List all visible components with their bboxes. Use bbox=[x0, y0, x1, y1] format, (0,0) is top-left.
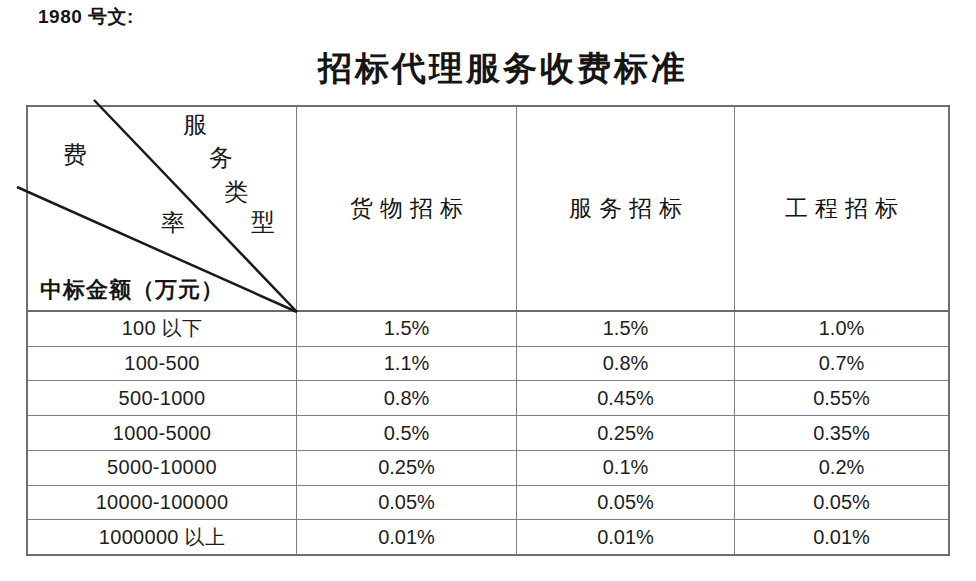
service-type-char: 类 bbox=[224, 180, 248, 204]
fee-value: 0.45% bbox=[517, 381, 735, 415]
fee-value: 0.25% bbox=[297, 451, 517, 485]
column-header-engineering: 工程招标 bbox=[735, 107, 948, 310]
table-row: 500-1000 0.8% 0.45% 0.55% bbox=[28, 381, 948, 416]
fee-value: 0.05% bbox=[517, 486, 735, 520]
doc-number-label: 1980 号文: bbox=[38, 4, 134, 30]
fee-value: 0.01% bbox=[517, 520, 735, 554]
fee-value: 1.0% bbox=[735, 312, 948, 346]
fee-value: 0.7% bbox=[735, 347, 948, 381]
amount-axis-label: 中标金额（万元） bbox=[40, 275, 224, 305]
fee-value: 0.5% bbox=[297, 416, 517, 450]
fee-value: 0.55% bbox=[735, 381, 948, 415]
row-range-label: 100-500 bbox=[28, 347, 297, 381]
table-row: 1000000 以上 0.01% 0.01% 0.01% bbox=[28, 520, 948, 554]
fee-rate-char: 率 bbox=[161, 211, 185, 235]
row-range-label: 500-1000 bbox=[28, 381, 297, 415]
fee-value: 1.5% bbox=[297, 312, 517, 346]
service-type-char: 型 bbox=[251, 210, 275, 234]
row-range-label: 10000-100000 bbox=[28, 486, 297, 520]
fee-value: 0.8% bbox=[517, 347, 735, 381]
page-title: 招标代理服务收费标准 bbox=[0, 46, 976, 92]
fee-standard-table: 服 务 类 型 费 率 中标金额（万元） 货物招标 服务招标 工程招标 100 … bbox=[26, 105, 950, 556]
fee-value: 0.05% bbox=[735, 486, 948, 520]
service-type-char: 务 bbox=[209, 146, 233, 170]
row-range-label: 1000-5000 bbox=[28, 416, 297, 450]
table-row: 5000-10000 0.25% 0.1% 0.2% bbox=[28, 451, 948, 486]
fee-value: 1.5% bbox=[517, 312, 735, 346]
column-header-goods: 货物招标 bbox=[297, 107, 517, 310]
diagonal-corner-cell: 服 务 类 型 费 率 中标金额（万元） bbox=[28, 107, 297, 310]
service-type-char: 服 bbox=[183, 113, 207, 137]
fee-value: 0.25% bbox=[517, 416, 735, 450]
table-header-row: 服 务 类 型 费 率 中标金额（万元） 货物招标 服务招标 工程招标 bbox=[28, 107, 948, 312]
row-range-label: 5000-10000 bbox=[28, 451, 297, 485]
document-page: 1980 号文: 招标代理服务收费标准 服 务 类 型 费 率 中标金额（万元）… bbox=[0, 0, 976, 581]
fee-rate-char: 费 bbox=[63, 143, 87, 167]
table-row: 100-500 1.1% 0.8% 0.7% bbox=[28, 347, 948, 382]
fee-value: 0.05% bbox=[297, 486, 517, 520]
fee-value: 0.35% bbox=[735, 416, 948, 450]
table-row: 10000-100000 0.05% 0.05% 0.05% bbox=[28, 486, 948, 521]
row-range-label: 1000000 以上 bbox=[28, 520, 297, 554]
fee-value: 0.8% bbox=[297, 381, 517, 415]
fee-value: 1.1% bbox=[297, 347, 517, 381]
row-range-label: 100 以下 bbox=[28, 312, 297, 346]
fee-value: 0.01% bbox=[297, 520, 517, 554]
table-row: 1000-5000 0.5% 0.25% 0.35% bbox=[28, 416, 948, 451]
fee-value: 0.01% bbox=[735, 520, 948, 554]
column-header-services: 服务招标 bbox=[517, 107, 735, 310]
table-row: 100 以下 1.5% 1.5% 1.0% bbox=[28, 312, 948, 347]
fee-value: 0.2% bbox=[735, 451, 948, 485]
fee-value: 0.1% bbox=[517, 451, 735, 485]
